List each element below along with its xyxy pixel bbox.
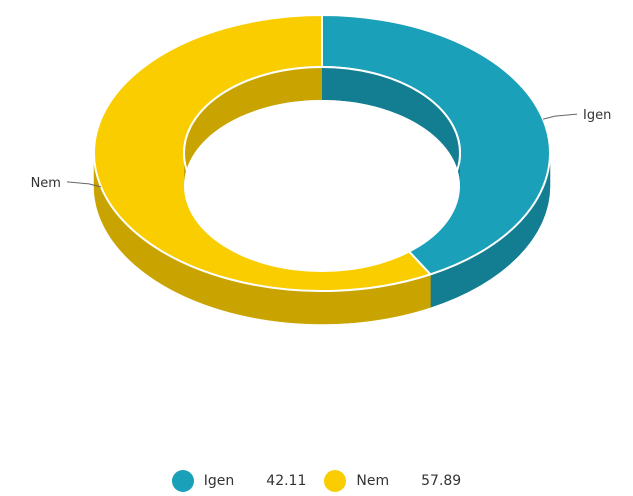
legend-item-nem[interactable]: Nem 57.89: [324, 470, 461, 492]
chart-legend: Igen 42.11 Nem 57.89: [0, 466, 633, 496]
legend-value-nem: 57.89: [421, 473, 462, 489]
legend-label-igen: Igen: [203, 473, 235, 489]
connector-igen: [542, 113, 578, 120]
connector-nem: [66, 181, 102, 188]
legend-item-igen[interactable]: Igen 42.11: [171, 470, 307, 492]
slice-label-igen: Igen: [583, 108, 611, 123]
slice-label-nem: Nem: [31, 176, 61, 191]
legend-label-nem: Nem: [356, 473, 390, 489]
legend-marker-nem: [324, 470, 347, 492]
hole-rim: [183, 66, 461, 240]
legend-marker-igen: [171, 470, 194, 492]
legend-value-igen: 42.11: [266, 473, 307, 489]
donut-hole: [184, 100, 460, 272]
